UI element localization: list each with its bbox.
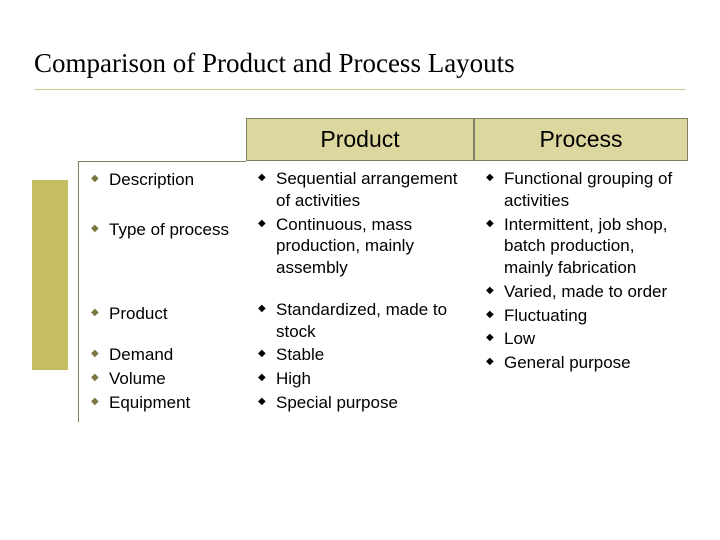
cell-text: Standardized, made to stock [252,299,468,343]
header-product: Product [246,118,474,161]
row-label: Equipment [85,392,240,414]
labels-body: Description Type of process Product Dema… [78,162,246,422]
row-label: Type of process [85,219,240,241]
product-body: Sequential arrangement of activities Con… [246,161,474,422]
title-rule [34,89,686,90]
cell-text: Special purpose [252,392,468,414]
row-label: Description [85,169,240,191]
slide-title: Comparison of Product and Process Layout… [0,0,720,89]
column-labels: Description Type of process Product Dema… [78,118,246,422]
column-product: Product Sequential arrangement of activi… [246,118,474,422]
header-spacer [78,118,246,162]
cell-text: General purpose [480,352,682,374]
cell-text: Functional grouping of activities [480,168,682,212]
column-process: Process Functional grouping of activitie… [474,118,688,422]
cell-text: Stable [252,344,468,366]
accent-bar [32,180,68,370]
cell-text: Continuous, mass production, mainly asse… [252,214,468,279]
cell-text: High [252,368,468,390]
process-body: Functional grouping of activities Interm… [474,161,688,382]
row-label: Demand [85,344,240,366]
cell-text: Low [480,328,682,350]
row-label: Volume [85,368,240,390]
comparison-table: Description Type of process Product Dema… [78,118,688,422]
header-process: Process [474,118,688,161]
cell-text: Fluctuating [480,305,682,327]
cell-text: Intermittent, job shop, batch production… [480,214,682,279]
cell-text: Varied, made to order [480,281,682,303]
row-label: Product [85,303,240,325]
cell-text: Sequential arrangement of activities [252,168,468,212]
